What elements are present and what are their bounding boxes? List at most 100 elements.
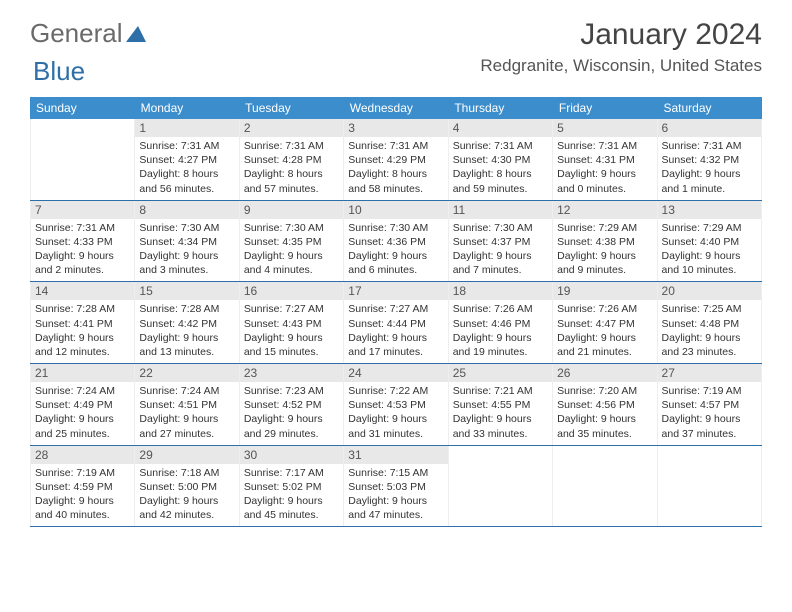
day-info: Sunrise: 7:30 AMSunset: 4:36 PMDaylight:…: [348, 221, 443, 278]
sunset: Sunset: 4:27 PM: [139, 153, 234, 167]
sunset: Sunset: 4:33 PM: [35, 235, 130, 249]
weekday-tuesday: Tuesday: [239, 97, 344, 119]
daylight: Daylight: 9 hours and 45 minutes.: [244, 494, 339, 522]
weekday-sunday: Sunday: [30, 97, 135, 119]
day-info: Sunrise: 7:24 AMSunset: 4:51 PMDaylight:…: [139, 384, 234, 441]
day-number: 31: [344, 446, 447, 464]
day-number: 5: [553, 119, 656, 137]
daylight: Daylight: 9 hours and 21 minutes.: [557, 331, 652, 359]
day-info: Sunrise: 7:22 AMSunset: 4:53 PMDaylight:…: [348, 384, 443, 441]
day-number: 19: [553, 282, 656, 300]
sunset: Sunset: 4:30 PM: [453, 153, 548, 167]
day-info: Sunrise: 7:28 AMSunset: 4:42 PMDaylight:…: [139, 302, 234, 359]
day-20: 20Sunrise: 7:25 AMSunset: 4:48 PMDayligh…: [658, 282, 762, 363]
day-info: Sunrise: 7:15 AMSunset: 5:03 PMDaylight:…: [348, 466, 443, 523]
daylight: Daylight: 9 hours and 42 minutes.: [139, 494, 234, 522]
day-number: 30: [240, 446, 343, 464]
sunset: Sunset: 4:46 PM: [453, 317, 548, 331]
sunset: Sunset: 5:03 PM: [348, 480, 443, 494]
sunrise: Sunrise: 7:31 AM: [35, 221, 130, 235]
day-number: 20: [658, 282, 761, 300]
day-number: 24: [344, 364, 447, 382]
day-info: Sunrise: 7:20 AMSunset: 4:56 PMDaylight:…: [557, 384, 652, 441]
day-info: Sunrise: 7:29 AMSunset: 4:38 PMDaylight:…: [557, 221, 652, 278]
daylight: Daylight: 9 hours and 35 minutes.: [557, 412, 652, 440]
sunrise: Sunrise: 7:30 AM: [348, 221, 443, 235]
day-number: 21: [31, 364, 134, 382]
day-number: 13: [658, 201, 761, 219]
daylight: Daylight: 9 hours and 37 minutes.: [662, 412, 757, 440]
weekday-monday: Monday: [135, 97, 240, 119]
weekday-header: SundayMondayTuesdayWednesdayThursdayFrid…: [30, 97, 762, 119]
sunset: Sunset: 4:32 PM: [662, 153, 757, 167]
day-number: 28: [31, 446, 134, 464]
day-9: 9 Sunrise: 7:30 AMSunset: 4:35 PMDaylight…: [240, 201, 344, 282]
week-row: 21Sunrise: 7:24 AMSunset: 4:49 PMDayligh…: [30, 364, 762, 446]
day-info: Sunrise: 7:31 AMSunset: 4:32 PMDaylight:…: [662, 139, 757, 196]
month-title: January 2024: [480, 18, 762, 52]
calendar: SundayMondayTuesdayWednesdayThursdayFrid…: [30, 97, 762, 527]
sunset: Sunset: 4:35 PM: [244, 235, 339, 249]
sunrise: Sunrise: 7:15 AM: [348, 466, 443, 480]
day-info: Sunrise: 7:27 AMSunset: 4:44 PMDaylight:…: [348, 302, 443, 359]
sunrise: Sunrise: 7:28 AM: [139, 302, 234, 316]
day-number: 16: [240, 282, 343, 300]
day-info: Sunrise: 7:30 AMSunset: 4:37 PMDaylight:…: [453, 221, 548, 278]
daylight: Daylight: 9 hours and 13 minutes.: [139, 331, 234, 359]
daylight: Daylight: 9 hours and 31 minutes.: [348, 412, 443, 440]
sunrise: Sunrise: 7:31 AM: [139, 139, 234, 153]
day-27: 27Sunrise: 7:19 AMSunset: 4:57 PMDayligh…: [658, 364, 762, 445]
sunrise: Sunrise: 7:26 AM: [453, 302, 548, 316]
daylight: Daylight: 9 hours and 29 minutes.: [244, 412, 339, 440]
sunrise: Sunrise: 7:31 AM: [662, 139, 757, 153]
weekday-thursday: Thursday: [448, 97, 553, 119]
daylight: Daylight: 9 hours and 12 minutes.: [35, 331, 130, 359]
sunset: Sunset: 4:40 PM: [662, 235, 757, 249]
daylight: Daylight: 9 hours and 25 minutes.: [35, 412, 130, 440]
day-number: 11: [449, 201, 552, 219]
week-row: 14Sunrise: 7:28 AMSunset: 4:41 PMDayligh…: [30, 282, 762, 364]
day-6: 6Sunrise: 7:31 AMSunset: 4:32 PMDaylight…: [658, 119, 762, 200]
day-3: 3Sunrise: 7:31 AMSunset: 4:29 PMDaylight…: [344, 119, 448, 200]
sunrise: Sunrise: 7:31 AM: [244, 139, 339, 153]
sunset: Sunset: 4:41 PM: [35, 317, 130, 331]
sunset: Sunset: 4:31 PM: [557, 153, 652, 167]
day-31: 31 Sunrise: 7:15 AMSunset: 5:03 PMDayligh…: [344, 446, 448, 527]
sunset: Sunset: 4:43 PM: [244, 317, 339, 331]
sunrise: Sunrise: 7:19 AM: [35, 466, 130, 480]
weekday-friday: Friday: [553, 97, 658, 119]
weekday-wednesday: Wednesday: [344, 97, 449, 119]
daylight: Daylight: 9 hours and 6 minutes.: [348, 249, 443, 277]
day-2: 2Sunrise: 7:31 AMSunset: 4:28 PMDaylight…: [240, 119, 344, 200]
sunset: Sunset: 4:55 PM: [453, 398, 548, 412]
day-28: 28Sunrise: 7:19 AMSunset: 4:59 PMDayligh…: [30, 446, 135, 527]
sunrise: Sunrise: 7:30 AM: [453, 221, 548, 235]
daylight: Daylight: 9 hours and 9 minutes.: [557, 249, 652, 277]
sunset: Sunset: 5:02 PM: [244, 480, 339, 494]
sunset: Sunset: 4:51 PM: [139, 398, 234, 412]
day-number: 10: [344, 201, 447, 219]
day-info: Sunrise: 7:31 AMSunset: 4:28 PMDaylight:…: [244, 139, 339, 196]
daylight: Daylight: 9 hours and 27 minutes.: [139, 412, 234, 440]
day-19: 19Sunrise: 7:26 AMSunset: 4:47 PMDayligh…: [553, 282, 657, 363]
daylight: Daylight: 9 hours and 2 minutes.: [35, 249, 130, 277]
sunset: Sunset: 5:00 PM: [139, 480, 234, 494]
logo-word2: Blue: [33, 56, 85, 87]
sunset: Sunset: 4:42 PM: [139, 317, 234, 331]
logo-triangle-icon: [126, 18, 146, 49]
day-info: Sunrise: 7:29 AMSunset: 4:40 PMDaylight:…: [662, 221, 757, 278]
sunset: Sunset: 4:48 PM: [662, 317, 757, 331]
sunrise: Sunrise: 7:22 AM: [348, 384, 443, 398]
sunrise: Sunrise: 7:31 AM: [348, 139, 443, 153]
daylight: Daylight: 9 hours and 4 minutes.: [244, 249, 339, 277]
day-info: Sunrise: 7:23 AMSunset: 4:52 PMDaylight:…: [244, 384, 339, 441]
empty-cell: [449, 446, 553, 527]
day-info: Sunrise: 7:30 AMSunset: 4:35 PMDaylight:…: [244, 221, 339, 278]
day-number: 22: [135, 364, 238, 382]
day-number: 9: [240, 201, 343, 219]
daylight: Daylight: 9 hours and 17 minutes.: [348, 331, 443, 359]
day-8: 8Sunrise: 7:30 AMSunset: 4:34 PMDaylight…: [135, 201, 239, 282]
daylight: Daylight: 8 hours and 59 minutes.: [453, 167, 548, 195]
sunset: Sunset: 4:56 PM: [557, 398, 652, 412]
sunrise: Sunrise: 7:24 AM: [139, 384, 234, 398]
